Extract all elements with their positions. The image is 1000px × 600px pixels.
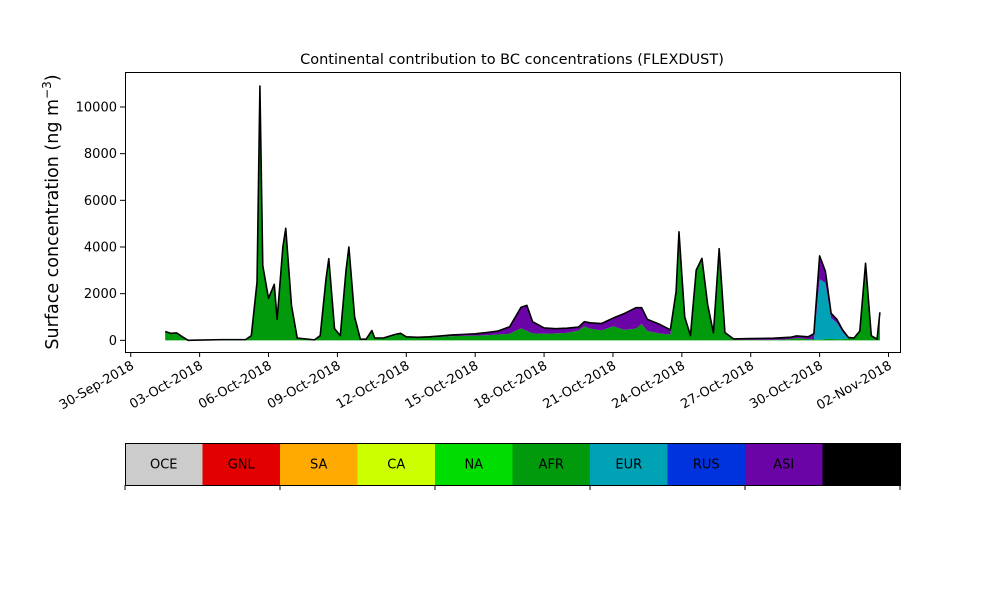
colorbar-label-afr: AFR	[539, 458, 564, 473]
colorbar-label-na: NA	[464, 458, 483, 473]
y-tick-label: 0	[109, 334, 117, 349]
y-tick-label: 4000	[84, 241, 117, 256]
x-tick-label: 06-Oct-2018	[196, 358, 274, 412]
colorbar-swatch-sa	[280, 443, 358, 485]
colorbar-label-gnl: GNL	[228, 458, 256, 473]
y-axis-label-exponent: −3	[40, 81, 54, 99]
x-tick-label: 30-Sep-2018	[57, 358, 137, 413]
colorbar-swatch-ca	[357, 443, 435, 485]
y-axis-label: Surface concentration (ng m−3)	[40, 74, 63, 349]
colorbar-swatch-gnl	[202, 443, 280, 485]
region-colorbar: OCE GNL SA CA NA AFR EUR RUS ASI AUS	[124, 443, 901, 490]
x-tick-label: 03-Oct-2018	[127, 358, 205, 412]
colorbar-swatch-rus	[667, 443, 745, 485]
colorbar-label-oce: OCE	[150, 458, 178, 473]
colorbar-swatch-asi	[745, 443, 823, 485]
colorbar-label-aus: AUS	[848, 458, 875, 473]
colorbar-label-eur: EUR	[615, 458, 642, 473]
colorbar-label-rus: RUS	[693, 458, 720, 473]
colorbar-swatch-aus	[822, 443, 900, 485]
x-tick-label: 27-Oct-2018	[678, 358, 756, 412]
total-concentration-line	[164, 85, 881, 342]
colorbar-frame	[125, 443, 901, 486]
colorbar-swatch-oce	[125, 443, 203, 485]
colorbar-swatch-eur	[590, 443, 668, 485]
colorbar-swatch-na	[435, 443, 513, 485]
x-tick-label: 15-Oct-2018	[403, 358, 481, 412]
colorbar-label-sa: SA	[310, 458, 327, 473]
y-tick-label: 6000	[84, 194, 117, 209]
x-tick-label: 21-Oct-2018	[541, 358, 619, 412]
y-tick-label: 10000	[76, 101, 117, 116]
area-series-afr	[165, 86, 880, 341]
chart-title: Continental contribution to BC concentra…	[300, 52, 724, 68]
x-tick-label: 24-Oct-2018	[609, 358, 687, 412]
x-tick-label: 12-Oct-2018	[334, 358, 412, 412]
y-tick-label: 2000	[84, 287, 117, 302]
y-axis: 0 2000 4000 6000 8000 10000	[76, 101, 125, 349]
y-axis-label-text: Surface concentration (ng m	[43, 99, 63, 350]
plot-frame	[125, 72, 901, 353]
x-tick-label: 30-Oct-2018	[747, 358, 825, 412]
x-tick-label: 18-Oct-2018	[472, 358, 550, 412]
x-tick-label: 09-Oct-2018	[265, 358, 343, 412]
colorbar-label-ca: CA	[387, 458, 405, 473]
y-axis-label-close: )	[43, 74, 63, 81]
x-axis: 30-Sep-201803-Oct-201806-Oct-201809-Oct-…	[57, 352, 895, 413]
y-tick-label: 8000	[84, 147, 117, 162]
colorbar-swatch-afr	[512, 443, 590, 485]
plot-area	[125, 72, 901, 353]
colorbar-label-asi: ASI	[773, 458, 794, 473]
series-layer	[165, 86, 880, 341]
x-tick-label: 02-Nov-2018	[814, 358, 894, 413]
